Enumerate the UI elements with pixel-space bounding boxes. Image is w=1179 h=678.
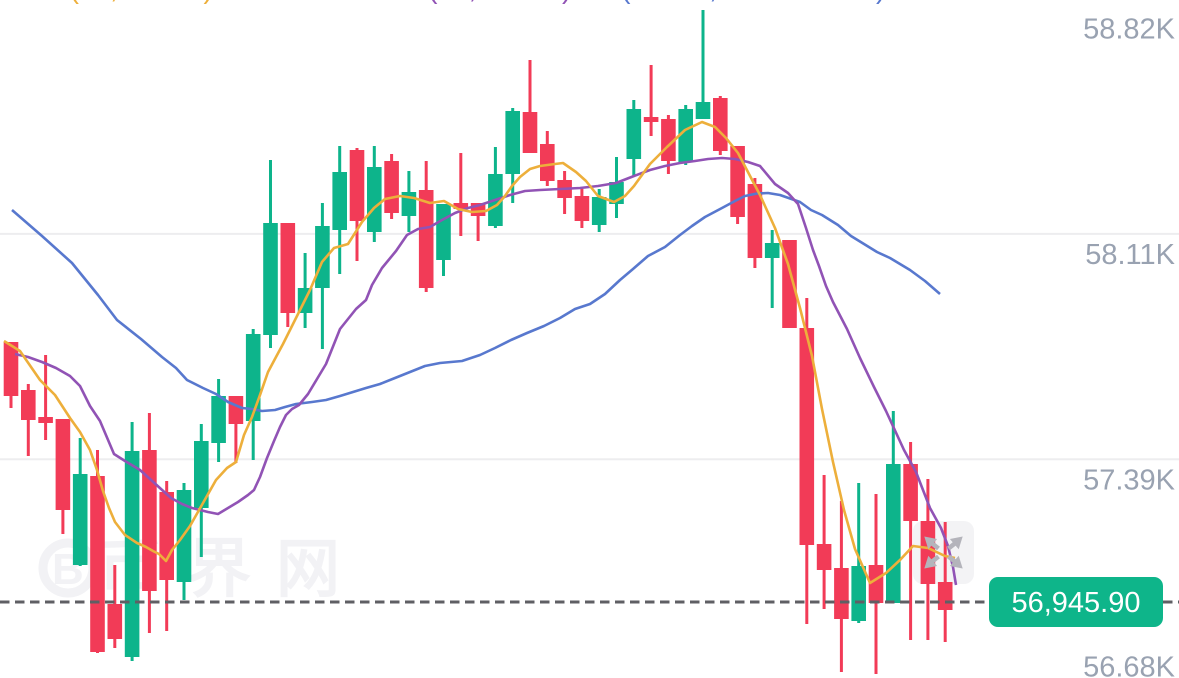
svg-text:MA10(57,334.21): MA10(57,334.21) bbox=[355, 0, 571, 4]
svg-text:MA5(57,156.35): MA5(57,156.35) bbox=[12, 0, 213, 4]
svg-text:56.68K: 56.68K bbox=[1083, 652, 1176, 678]
svg-text:58.82K: 58.82K bbox=[1083, 14, 1176, 46]
svg-text:56,945.90: 56,945.90 bbox=[1011, 587, 1140, 619]
svg-text:57.39K: 57.39K bbox=[1083, 465, 1176, 497]
svg-text:MA30(57,569.07): MA30(57,569.07) bbox=[548, 0, 885, 4]
svg-text:58.11K: 58.11K bbox=[1085, 239, 1175, 271]
